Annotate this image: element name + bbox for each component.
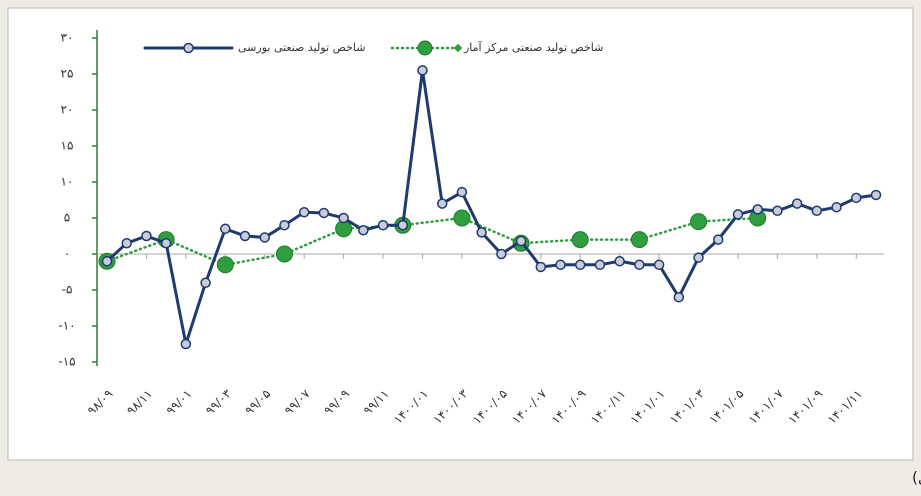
legend-marker [417, 40, 433, 56]
y-tick-label: ۱۵ [61, 139, 74, 153]
data-point [732, 209, 744, 220]
data-point [614, 255, 625, 267]
data-point [476, 227, 487, 238]
data-point [377, 219, 389, 231]
data-point [279, 219, 290, 231]
data-point [571, 231, 589, 249]
chart-frame [7, 7, 914, 461]
data-point [239, 230, 251, 242]
data-point [653, 259, 665, 271]
y-tick-label: -۱۵ [58, 355, 75, 369]
data-point [456, 186, 468, 198]
data-point [200, 277, 211, 289]
data-point [358, 224, 369, 236]
data-point [713, 234, 724, 245]
y-tick-label: ۵ [64, 211, 70, 225]
legend-label: شاخص تولید صنعتی بورسی [238, 41, 365, 54]
data-point [752, 204, 763, 215]
data-point [275, 245, 293, 263]
legend-marker [183, 42, 194, 54]
data-point [180, 338, 192, 350]
data-point [216, 256, 234, 274]
data-point [772, 205, 783, 217]
data-point [160, 237, 172, 249]
data-point [555, 259, 566, 271]
data-point [417, 65, 428, 76]
data-point [630, 231, 648, 249]
data-point [121, 237, 132, 249]
data-point [535, 261, 547, 273]
y-tick-label: ۰ [64, 247, 70, 261]
y-tick-label: ۲۵ [61, 67, 74, 81]
data-point [851, 192, 862, 204]
data-point [101, 255, 113, 267]
legend-label: شاخص تولید صنعتی مرکز آمار [463, 40, 603, 54]
y-tick-label: ۱۰ [61, 175, 74, 189]
data-point [594, 259, 606, 271]
chart-title: نمودار ۱: رشد شاخص تولید صنعتی بورسی و ش… [912, 469, 921, 487]
data-point [811, 205, 823, 217]
legend-diamond [453, 43, 463, 53]
data-point [220, 223, 231, 235]
data-point [693, 252, 704, 263]
data-point [870, 189, 882, 201]
data-point [141, 230, 152, 242]
data-point [515, 235, 527, 247]
data-point [338, 212, 349, 224]
data-point [298, 206, 310, 218]
data-point [453, 209, 471, 227]
data-point [436, 198, 448, 209]
y-tick-label: ۲۰ [61, 103, 74, 117]
series-line [105, 216, 759, 267]
series-line [105, 70, 878, 345]
data-point [831, 201, 842, 213]
data-point [397, 219, 409, 231]
data-point [259, 232, 270, 243]
data-point [318, 207, 330, 219]
data-point [791, 198, 803, 209]
y-tick-label: ۳۰ [61, 31, 74, 45]
y-tick-label: -۱۰ [58, 319, 75, 333]
data-point [690, 213, 708, 231]
y-tick-label: -۵ [62, 283, 73, 297]
data-point [496, 248, 507, 260]
data-point [634, 259, 645, 271]
data-point [574, 259, 586, 271]
data-point [673, 291, 685, 303]
